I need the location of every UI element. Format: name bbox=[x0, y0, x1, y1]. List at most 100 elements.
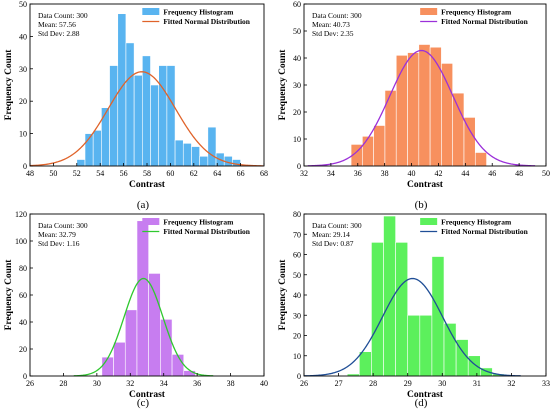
x-tick-label: 36 bbox=[193, 379, 201, 388]
chart-panel-2: 32 34 36 38 40 42 44 46 48 50 0 10 20 30 40 50 60 Contras… bbox=[278, 0, 550, 211]
x-tick-label: 54 bbox=[96, 169, 104, 178]
histogram-bar bbox=[207, 126, 217, 167]
histogram-bar bbox=[166, 65, 176, 167]
histogram-bar bbox=[474, 152, 487, 167]
histogram-bar bbox=[117, 13, 127, 167]
histogram-bar bbox=[418, 44, 431, 167]
y-tick-label: 0 bbox=[23, 372, 27, 381]
histogram-bar bbox=[362, 136, 374, 167]
y-tick-label: 100 bbox=[15, 237, 27, 246]
fitted-normal-curve bbox=[30, 71, 264, 167]
histogram-bar bbox=[125, 42, 135, 167]
histogram-bar bbox=[419, 314, 433, 377]
y-tick-label: 10 bbox=[293, 352, 301, 361]
x-tick-label: 38 bbox=[381, 169, 389, 178]
x-tick-label: 66 bbox=[237, 169, 245, 178]
y-tick-label: 40 bbox=[19, 32, 27, 41]
histogram-bar bbox=[371, 242, 384, 377]
histogram-bar bbox=[113, 341, 126, 377]
x-tick-label: 68 bbox=[260, 169, 268, 178]
stats-line: Data Count: 300 bbox=[312, 11, 362, 20]
y-tick-label: 20 bbox=[19, 97, 27, 106]
histogram-bar bbox=[101, 356, 114, 377]
x-tick-label: 30 bbox=[438, 379, 446, 388]
x-tick-label: 44 bbox=[461, 169, 469, 178]
histogram-bar bbox=[158, 65, 168, 167]
legend-histogram-label: Frequency Histogram bbox=[163, 218, 234, 227]
y-tick-label: 20 bbox=[19, 345, 27, 354]
histogram-bar bbox=[199, 155, 209, 167]
histogram-bar bbox=[171, 354, 185, 377]
chart-panel-4: 26 27 28 29 30 31 32 33 0 10 20 30 40 50 60 70 80 Contras… bbox=[278, 210, 550, 409]
x-tick-label: 32 bbox=[507, 379, 515, 388]
y-tick-label: 80 bbox=[19, 264, 27, 273]
y-tick-label: 30 bbox=[293, 311, 301, 320]
stats-line: Data Count: 300 bbox=[312, 221, 362, 230]
y-tick-label: 60 bbox=[19, 291, 27, 300]
y-tick-label: 50 bbox=[293, 27, 301, 36]
histogram-bar bbox=[359, 351, 372, 377]
histogram-bar bbox=[101, 107, 110, 167]
panel-label: (a) bbox=[137, 199, 150, 211]
stats-line: Mean: 40.73 bbox=[312, 20, 350, 29]
histogram-bar bbox=[452, 92, 465, 167]
legend-histogram-swatch bbox=[420, 218, 438, 225]
fitted-normal-curve bbox=[304, 277, 521, 377]
histogram-bar bbox=[150, 84, 159, 167]
x-tick-label: 26 bbox=[300, 379, 308, 388]
x-tick-label: 27 bbox=[335, 379, 343, 388]
y-tick-label: 40 bbox=[293, 54, 301, 63]
y-axis-label: Frequency Count bbox=[4, 259, 14, 331]
histogram-bar bbox=[124, 309, 138, 377]
x-tick-label: 48 bbox=[26, 169, 34, 178]
y-tick-label: 10 bbox=[19, 130, 27, 139]
x-tick-label: 36 bbox=[354, 169, 362, 178]
y-tick-label: 20 bbox=[293, 332, 301, 341]
x-tick-label: 31 bbox=[473, 379, 481, 388]
y-tick-label: 20 bbox=[293, 108, 301, 117]
y-tick-label: 0 bbox=[297, 162, 301, 171]
x-tick-label: 34 bbox=[160, 379, 168, 388]
chart-panel-1: 48 50 52 54 56 58 60 62 64 66 68 0 10 20 30 40 50 Contras… bbox=[4, 0, 268, 211]
y-tick-label: 80 bbox=[293, 210, 301, 219]
histogram-bar bbox=[395, 242, 409, 377]
legend-histogram-label: Frequency Histogram bbox=[441, 218, 512, 227]
histogram-bar bbox=[191, 146, 200, 167]
x-tick-label: 33 bbox=[542, 379, 550, 388]
x-tick-label: 52 bbox=[73, 169, 81, 178]
x-tick-label: 62 bbox=[190, 169, 198, 178]
histogram-bar bbox=[373, 125, 386, 167]
y-tick-label: 0 bbox=[297, 372, 301, 381]
y-tick-label: 60 bbox=[293, 0, 301, 9]
y-tick-label: 60 bbox=[293, 251, 301, 260]
histogram-bars bbox=[76, 13, 241, 167]
histogram-bars bbox=[346, 215, 505, 377]
x-tick-label: 34 bbox=[327, 169, 335, 178]
histogram-bar bbox=[136, 220, 149, 377]
x-axis-label: Contrast bbox=[129, 180, 166, 190]
y-tick-label: 10 bbox=[293, 135, 301, 144]
histogram-bar bbox=[92, 130, 102, 167]
x-tick-label: 46 bbox=[488, 169, 496, 178]
fitted-normal-curve bbox=[73, 277, 214, 377]
y-tick-label: 40 bbox=[19, 318, 27, 327]
legend-histogram-label: Frequency Histogram bbox=[163, 8, 234, 17]
x-tick-label: 30 bbox=[93, 379, 101, 388]
x-axis-label: Contrast bbox=[407, 180, 444, 190]
x-tick-label: 56 bbox=[120, 169, 128, 178]
stats-line: Std Dev: 1.16 bbox=[38, 239, 80, 248]
histogram-bars bbox=[101, 220, 196, 377]
panel-label: (c) bbox=[137, 397, 150, 409]
legend-histogram-label: Frequency Histogram bbox=[441, 8, 512, 17]
legend-curve-label: Fitted Normal Distribution bbox=[441, 227, 528, 236]
histogram-bar bbox=[76, 159, 86, 167]
stats-line: Std Dev: 2.88 bbox=[38, 29, 80, 38]
panel-label: (b) bbox=[415, 199, 428, 211]
chart-panel-3: 26 28 30 32 34 36 38 40 0 20 40 60 80 100 120 Contrast F… bbox=[4, 210, 268, 409]
stats-line: Data Count: 300 bbox=[38, 221, 88, 230]
histogram-bar bbox=[133, 74, 143, 167]
x-tick-label: 28 bbox=[369, 379, 377, 388]
legend-histogram-swatch bbox=[142, 8, 160, 15]
legend-curve-label: Fitted Normal Distribution bbox=[163, 17, 250, 26]
